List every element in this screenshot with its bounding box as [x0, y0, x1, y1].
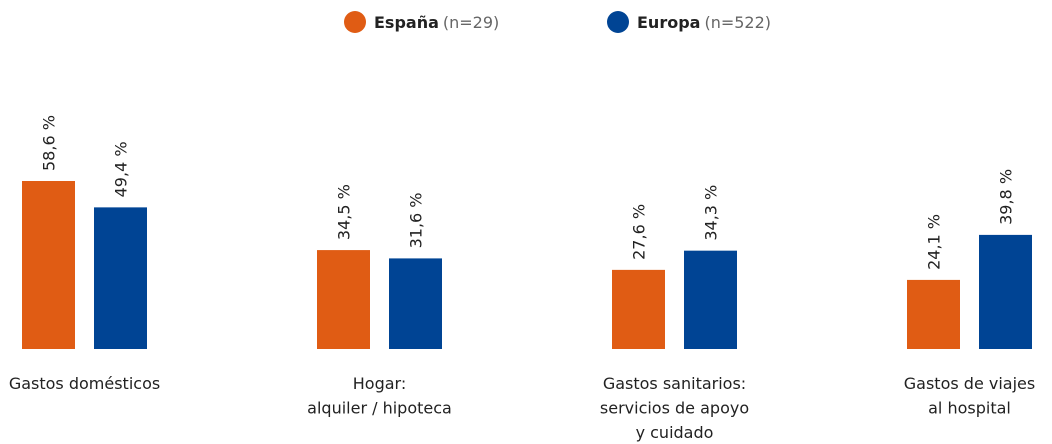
- legend-swatch: [344, 11, 366, 33]
- category-line: Gastos domésticos: [9, 374, 160, 393]
- value-label: 34,5 %: [335, 184, 354, 240]
- category-line: servicios de apoyo: [600, 399, 749, 418]
- value-label: 39,8 %: [997, 169, 1016, 225]
- category-line: al hospital: [928, 399, 1011, 418]
- value-label: 58,6 %: [40, 115, 59, 171]
- bar: [612, 269, 665, 349]
- value-label: 27,6 %: [630, 204, 649, 260]
- category-label: Hogar: alquiler / hipoteca: [307, 374, 452, 418]
- category-line: Hogar:: [353, 374, 406, 393]
- legend-swatch: [607, 11, 629, 33]
- bar: [94, 207, 147, 349]
- bar: [22, 180, 75, 349]
- legend-sample: (n=522): [704, 13, 771, 32]
- category-label: Gastos domésticos: [9, 374, 160, 393]
- bar: [389, 258, 442, 349]
- legend-name: España: [374, 13, 439, 32]
- bar: [907, 279, 960, 349]
- category-label: Gastos de viajes al hospital: [904, 374, 1035, 418]
- legend-label: Europa (n=522): [637, 13, 771, 32]
- value-label: 49,4 %: [112, 141, 131, 197]
- legend-label: España (n=29): [374, 13, 499, 32]
- bar: [684, 250, 737, 349]
- legend-name: Europa: [637, 13, 700, 32]
- category-line: Gastos de viajes: [904, 374, 1035, 393]
- bar: [317, 250, 370, 349]
- category-label: Gastos sanitarios: servicios de apoyo y cu…: [600, 374, 749, 442]
- legend-sample: (n=29): [443, 13, 499, 32]
- category-line: y cuidado: [636, 423, 714, 442]
- value-label: 34,3 %: [702, 185, 721, 241]
- category-line: alquiler / hipoteca: [307, 399, 452, 418]
- category-line: Gastos sanitarios:: [603, 374, 746, 393]
- bar: [979, 234, 1032, 349]
- value-label: 24,1 %: [925, 214, 944, 270]
- value-label: 31,6 %: [407, 192, 426, 248]
